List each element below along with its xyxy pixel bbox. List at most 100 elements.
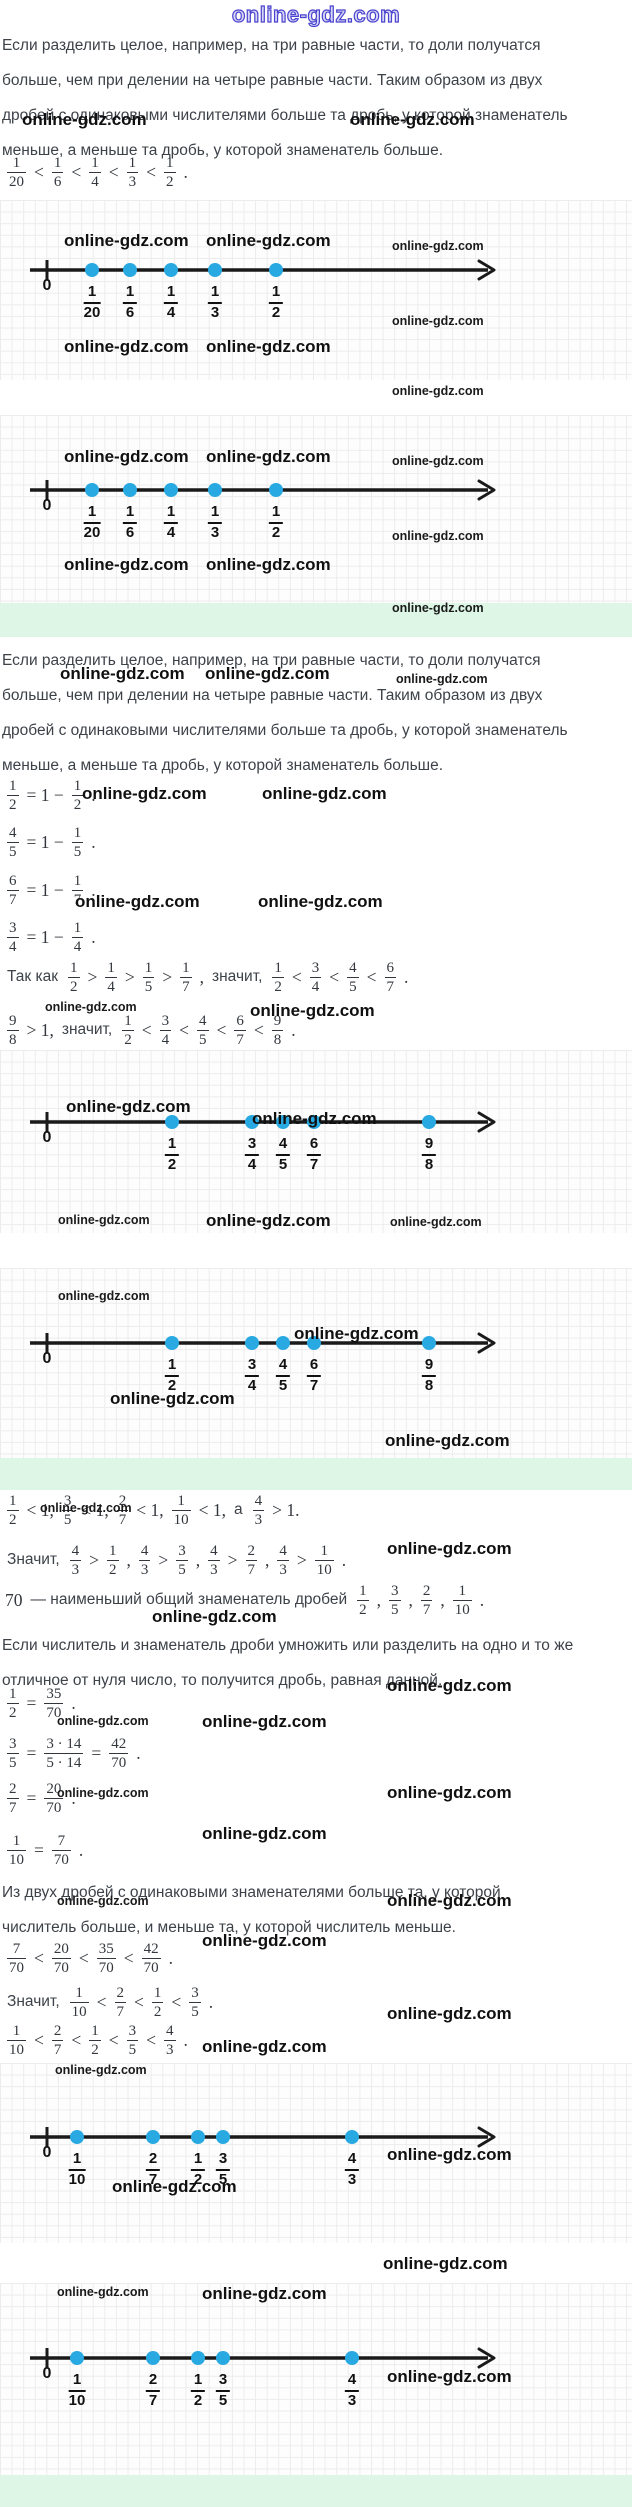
fraction-numerator: 3 — [189, 1984, 201, 2003]
watermark: online-gdz.com — [392, 529, 484, 543]
fraction-numerator: 4 — [275, 1135, 291, 1156]
fraction-denominator: 5 — [278, 1376, 288, 1394]
fraction-denominator: 2 — [359, 1601, 367, 1618]
watermark: online-gdz.com — [387, 1891, 512, 1910]
fraction-numerator: 2 — [7, 1780, 19, 1799]
fraction-numerator: 1 — [314, 1542, 334, 1561]
arrow-icon — [477, 2347, 496, 2369]
fraction-denominator: 6 — [125, 303, 135, 321]
fraction-denominator: 3 — [166, 2041, 174, 2058]
fraction-numerator: 4 — [277, 1542, 289, 1561]
fraction: 1 10 — [314, 1542, 334, 1579]
fraction-denominator: 2 — [73, 796, 82, 813]
math-symbol: < — [78, 1947, 89, 1968]
fraction-denominator: 7 — [247, 1561, 256, 1578]
fraction: 1 10 — [171, 1492, 191, 1529]
fraction: 7 70 — [7, 1940, 26, 1977]
point-fraction-label: 1 20 — [83, 283, 101, 323]
point-fraction-label: 1 10 — [68, 2150, 86, 2190]
fraction-denominator: 2 — [193, 2170, 203, 2188]
fraction-numerator: 1 — [83, 503, 101, 524]
math-symbol: > — [158, 1549, 169, 1570]
fraction-numerator: 1 — [207, 503, 223, 524]
fraction-numerator: 1 — [272, 959, 284, 978]
conclusion-1: Значит, 4 3 >1 2, 4 3 >3 5, 4 3 >2 7, 4 3 >1 10. — [2, 1538, 349, 1582]
paragraph-line: больше, чем при делении на четыре равные… — [2, 72, 543, 89]
paragraph-line: Если числитель и знаменатель дроби умнож… — [2, 1637, 574, 1654]
fraction-denominator: 2 — [167, 1376, 177, 1394]
fraction-numerator: 2 — [145, 2371, 161, 2392]
number-line-axis — [30, 1111, 496, 1133]
watermark: online-gdz.com — [206, 1211, 331, 1230]
fraction: 3 · 14 5 · 14 — [44, 1735, 84, 1772]
watermark: online-gdz.com — [387, 2367, 512, 2386]
fraction-numerator: 1 — [71, 824, 84, 843]
fraction-denominator: 8 — [9, 1031, 17, 1048]
fraction-numerator: 2 — [116, 1492, 129, 1511]
math-symbol: . — [183, 2029, 188, 2050]
watermark: online-gdz.com — [383, 2254, 508, 2273]
zero-label: 0 — [42, 277, 52, 294]
point-dot — [123, 483, 137, 497]
math-symbol: . — [91, 784, 96, 805]
fraction-denominator: 10 — [9, 2041, 24, 2058]
fraction-denominator: 5 — [73, 843, 82, 860]
fraction: 1 10 — [69, 1984, 89, 2021]
fraction-numerator: 3 — [159, 1012, 172, 1031]
separator-band-3 — [0, 2475, 632, 2507]
fraction: 7 70 — [51, 1832, 71, 1869]
number-line-axis — [30, 1332, 496, 1354]
fraction-denominator: 70 — [46, 1704, 62, 1721]
equivalent-4: 1 10 = 7 70. — [2, 1828, 86, 1872]
watermark: online-gdz.com — [294, 1324, 419, 1343]
fraction-denominator: 10 — [71, 2003, 87, 2020]
fraction-numerator: 1 — [164, 154, 176, 173]
fraction-denominator: 4 — [247, 1376, 257, 1394]
conclusion-2: Значит, 1 10 <2 7 <1 2 <3 5. — [2, 1980, 216, 2024]
math-symbol: = — [26, 1742, 37, 1763]
fraction-denominator: 10 — [68, 2170, 86, 2188]
fraction-numerator: 42 — [141, 1940, 161, 1959]
fraction-denominator: 3 — [140, 1561, 149, 1578]
fraction-numerator: 20 — [44, 1780, 64, 1799]
watermark: online-gdz.com — [387, 1783, 512, 1802]
fraction-numerator: 1 — [7, 1685, 19, 1704]
equivalent-1: 1 2 = 35 70. — [2, 1681, 79, 1725]
watermark: online-gdz.com — [58, 1213, 150, 1227]
watermark: online-gdz.com — [385, 1431, 510, 1450]
watermark: online-gdz.com — [387, 1676, 512, 1695]
fraction-denominator: 4 — [166, 523, 176, 541]
fraction-numerator: 2 — [114, 1984, 126, 2003]
fraction-numerator: 1 — [122, 283, 138, 304]
paragraph-line: дробей с одинаковыми числителями больше … — [2, 107, 568, 124]
number-line-axis — [30, 2126, 496, 2148]
point-dot — [208, 483, 222, 497]
fraction-denominator: 5 — [199, 1031, 207, 1048]
fraction-numerator: 3 — [244, 1356, 260, 1377]
paragraph-line: дробей с одинаковыми числителями больше … — [2, 722, 568, 739]
zero-label: 0 — [42, 497, 52, 514]
math-symbol: , — [440, 1589, 445, 1610]
number-line-axis — [30, 2347, 496, 2369]
fraction-numerator: 6 — [306, 1135, 322, 1156]
math-symbol: < — [216, 1019, 227, 1040]
watermark: online-gdz.com — [252, 1109, 377, 1128]
math-symbol: < — [71, 2029, 82, 2050]
comparison-to-one: 1 2 < 1, 3 5 < 1, 2 7 < 1, 1 10 < 1, а 4 3 > 1. — [2, 1488, 303, 1532]
